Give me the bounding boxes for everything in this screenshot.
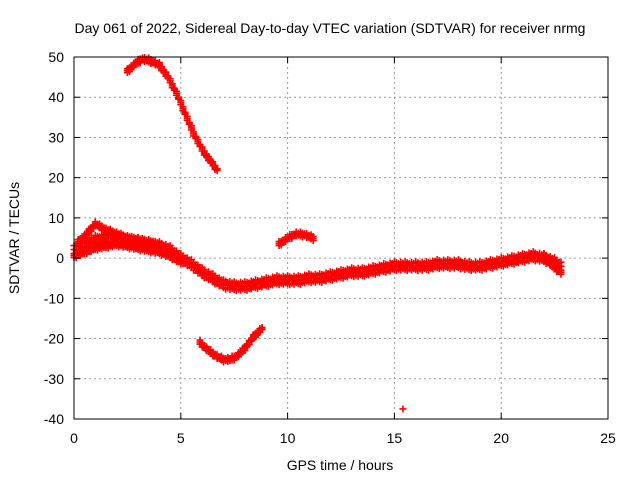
data-point — [213, 167, 221, 175]
x-tick-label: 0 — [70, 430, 78, 446]
data-point — [258, 325, 266, 333]
data-point — [309, 237, 317, 244]
y-tick-label: -30 — [44, 371, 64, 387]
x-tick-label: 5 — [177, 430, 185, 446]
data-point — [76, 239, 84, 247]
data-point — [177, 260, 185, 268]
x-tick-label: 10 — [280, 430, 296, 446]
ticks: 0 5 10 15 20 25 -40 -30 -20 -10 0 10 20 30 40 50 — [44, 49, 616, 446]
series-outlier — [399, 405, 407, 413]
series-arc-mid — [275, 228, 317, 250]
y-tick-label: -40 — [44, 411, 64, 427]
series-arc-high — [123, 54, 221, 175]
y-tick-label: 10 — [48, 210, 64, 226]
y-tick-label: 20 — [48, 170, 64, 186]
data-point — [241, 346, 249, 354]
data-point — [252, 333, 260, 341]
y-tick-label: 40 — [48, 89, 64, 105]
data-point — [87, 227, 95, 235]
y-tick-label: 30 — [48, 129, 64, 145]
chart-title: Day 061 of 2022, Sidereal Day-to-day VTE… — [75, 20, 586, 36]
y-tick-label: -20 — [44, 331, 64, 347]
x-axis-label: GPS time / hours — [287, 457, 394, 473]
series-arc-low — [196, 324, 266, 366]
series-layer — [70, 54, 565, 413]
data-point — [126, 68, 134, 76]
series-lower-band — [70, 238, 185, 268]
y-tick-label: 0 — [56, 250, 64, 266]
series-branch — [540, 250, 565, 278]
x-tick-label: 15 — [387, 430, 403, 446]
data-point — [245, 341, 253, 349]
data-point — [557, 270, 565, 278]
x-tick-label: 20 — [493, 430, 509, 446]
y-axis-label: SDTVAR / TECUs — [6, 182, 22, 294]
y-tick-label: 50 — [48, 49, 64, 65]
y-tick-label: -10 — [44, 290, 64, 306]
data-point — [399, 405, 407, 413]
x-tick-label: 25 — [600, 430, 616, 446]
plot-frame — [73, 56, 609, 420]
